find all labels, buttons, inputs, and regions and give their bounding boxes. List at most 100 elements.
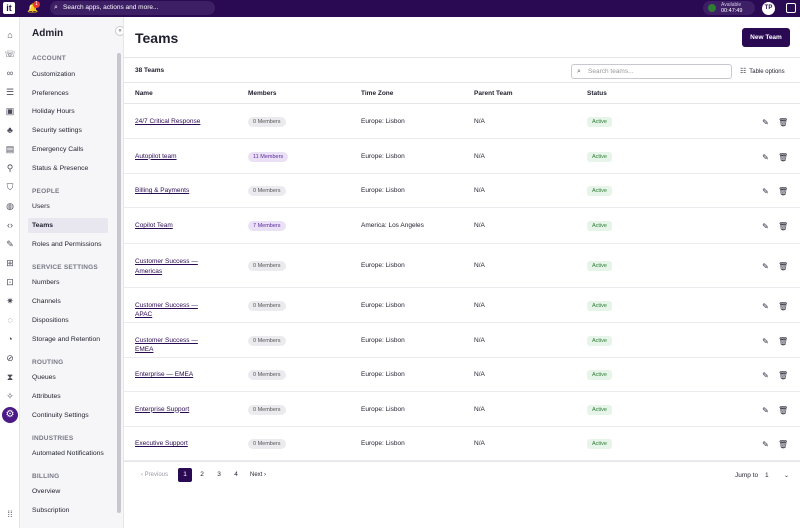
- search-teams-input[interactable]: ⌕ Search teams...: [571, 64, 732, 79]
- flow-icon[interactable]: ⚲: [6, 163, 14, 173]
- table-row[interactable]: Billing & Payments 0 Members Europe: Lisbo…: [124, 174, 800, 208]
- sidebar-item-dispositions[interactable]: Dispositions: [32, 317, 69, 324]
- sidebar-item-storage-retention[interactable]: Storage and Retention: [32, 336, 101, 343]
- table-options-button[interactable]: ☷ Table options: [740, 67, 785, 75]
- column-header-members[interactable]: Members: [248, 90, 277, 97]
- sidebar-item-users[interactable]: Users: [32, 203, 50, 210]
- sidebar-item-status-presence[interactable]: Status & Presence: [32, 165, 89, 172]
- admin-settings-icon[interactable]: ⚙: [2, 407, 18, 423]
- table-row[interactable]: Enterprise Support 0 Members Europe: Lisbo…: [124, 392, 800, 427]
- table-row[interactable]: Copilot Team 7 Members America: Los Angele…: [124, 208, 800, 244]
- trash-icon[interactable]: 🗑: [778, 262, 789, 271]
- team-name-link[interactable]: Enterprise Support: [135, 405, 190, 413]
- table-row[interactable]: Customer Success — Americas 0 Members Euro…: [124, 244, 800, 288]
- column-header-status[interactable]: Status: [587, 90, 607, 97]
- sidebar-item-holiday-hours[interactable]: Holiday Hours: [32, 108, 75, 115]
- sidebar-item-security-settings[interactable]: Security settings: [32, 127, 82, 134]
- trash-icon[interactable]: 🗑: [778, 222, 789, 231]
- team-name-link[interactable]: Customer Success — APAC: [135, 301, 198, 319]
- directory-icon[interactable]: ▣: [5, 106, 15, 116]
- sidebar-item-attributes[interactable]: Attributes: [32, 393, 61, 400]
- team-name-link[interactable]: 24/7 Critical Response: [135, 118, 201, 125]
- people-icon[interactable]: ♣: [7, 125, 13, 135]
- edit-icon[interactable]: ✎: [762, 118, 769, 127]
- team-name-link[interactable]: Customer Success — Americas: [135, 258, 198, 275]
- edit-icon[interactable]: ✎: [762, 222, 769, 231]
- sidebar-item-subscription[interactable]: Subscription: [32, 507, 70, 514]
- edit-icon[interactable]: ✎: [762, 371, 769, 380]
- trash-icon[interactable]: 🗑: [778, 405, 789, 415]
- jump-to-select[interactable]: 1 ⌄: [765, 470, 793, 482]
- edit-note-icon[interactable]: ✎: [6, 239, 14, 249]
- trash-icon[interactable]: 🗑: [778, 440, 789, 449]
- table-row[interactable]: Enterprise — EMEA 0 Members Europe: Lisbon…: [124, 358, 800, 392]
- global-search-input[interactable]: ⌕ Search apps, actions and more...: [50, 1, 215, 15]
- table-row[interactable]: Executive Support 0 Members Europe: Lisbon…: [124, 427, 800, 461]
- column-header-time-zone[interactable]: Time Zone: [361, 90, 394, 97]
- sidebar-item-customization[interactable]: Customization: [32, 71, 76, 78]
- team-name-link[interactable]: Customer Success — EMEA: [135, 336, 198, 354]
- collapse-sidebar-icon[interactable]: «: [115, 26, 123, 36]
- book-icon[interactable]: ▤: [5, 144, 15, 154]
- page-3-button[interactable]: 3: [217, 471, 221, 478]
- sidebar-item-preferences[interactable]: Preferences: [32, 90, 69, 97]
- column-header-parent-team[interactable]: Parent Team: [474, 90, 513, 97]
- apps-icon[interactable]: ⊞: [6, 258, 14, 268]
- page-1-button[interactable]: 1: [178, 468, 192, 482]
- speed-icon[interactable]: ◔: [7, 334, 13, 344]
- team-name-link[interactable]: Executive Support: [135, 440, 188, 447]
- sidebar-scrollbar[interactable]: [117, 53, 121, 513]
- network-icon[interactable]: ✷: [6, 296, 14, 306]
- chat-icon[interactable]: ◌: [7, 315, 13, 325]
- edit-icon[interactable]: ✎: [762, 301, 769, 311]
- team-name-link[interactable]: Autopilot team: [135, 152, 177, 160]
- contacts-icon[interactable]: ☏: [4, 49, 16, 59]
- trash-icon[interactable]: 🗑: [778, 118, 789, 127]
- previous-page-button[interactable]: ‹ Previous: [141, 472, 169, 478]
- trash-icon[interactable]: 🗑: [778, 371, 789, 380]
- voicemail-icon[interactable]: ∞: [6, 68, 14, 78]
- edit-icon[interactable]: ✎: [762, 262, 769, 271]
- sidebar-item-queues[interactable]: Queues: [32, 374, 56, 381]
- sidebar-item-overview[interactable]: Overview: [32, 488, 61, 495]
- side-panel-icon[interactable]: [786, 3, 796, 13]
- edit-icon[interactable]: ✎: [762, 405, 769, 415]
- integrations-icon[interactable]: ⊡: [6, 277, 14, 287]
- team-name-link[interactable]: Enterprise — EMEA: [135, 371, 194, 378]
- globe-icon[interactable]: ◍: [6, 201, 14, 211]
- sidebar-item-teams[interactable]: Teams: [28, 218, 108, 233]
- avatar[interactable]: TP: [762, 2, 775, 15]
- team-name-link[interactable]: Billing & Payments: [135, 187, 190, 194]
- trash-icon[interactable]: 🗑: [778, 152, 789, 162]
- table-row[interactable]: Customer Success — APAC 0 Members Europe: …: [124, 288, 800, 323]
- page-2-button[interactable]: 2: [200, 471, 204, 478]
- sidebar-item-continuity-settings[interactable]: Continuity Settings: [32, 412, 89, 419]
- compass-icon[interactable]: ⊘: [6, 353, 14, 363]
- team-name-link[interactable]: Copilot Team: [135, 222, 173, 229]
- page-4-button[interactable]: 4: [234, 471, 238, 478]
- grid-icon[interactable]: ⁞⁞: [7, 509, 13, 519]
- presence-status[interactable]: Available 00:47:49: [703, 1, 755, 15]
- home-icon[interactable]: ⌂: [7, 30, 13, 40]
- table-row[interactable]: 24/7 Critical Response 0 Members Europe: L…: [124, 105, 800, 139]
- edit-icon[interactable]: ✎: [762, 187, 769, 196]
- sidebar-item-numbers[interactable]: Numbers: [32, 279, 60, 286]
- edit-icon[interactable]: ✎: [762, 440, 769, 449]
- list-icon[interactable]: ☰: [5, 87, 15, 97]
- sidebar-item-channels[interactable]: Channels: [32, 298, 61, 305]
- hourglass-icon[interactable]: ⧗: [6, 372, 14, 382]
- shield-icon[interactable]: ⛉: [6, 182, 14, 192]
- bell-icon[interactable]: 🔔: [27, 3, 39, 13]
- app-logo[interactable]: it: [3, 2, 15, 14]
- table-row[interactable]: Autopilot team 11 Members Europe: Lisbon N/…: [124, 139, 800, 174]
- column-header-name[interactable]: Name: [135, 90, 153, 97]
- sparkle-icon[interactable]: ✧: [6, 391, 14, 401]
- trash-icon[interactable]: 🗑: [778, 336, 789, 346]
- trash-icon[interactable]: 🗑: [778, 187, 789, 196]
- code-icon[interactable]: ‹›: [7, 220, 13, 230]
- next-page-button[interactable]: Next ›: [250, 472, 267, 478]
- sidebar-item-roles-permissions[interactable]: Roles and Permissions: [32, 241, 102, 248]
- trash-icon[interactable]: 🗑: [778, 301, 789, 311]
- table-row[interactable]: Customer Success — EMEA 0 Members Europe: …: [124, 323, 800, 358]
- edit-icon[interactable]: ✎: [762, 152, 769, 162]
